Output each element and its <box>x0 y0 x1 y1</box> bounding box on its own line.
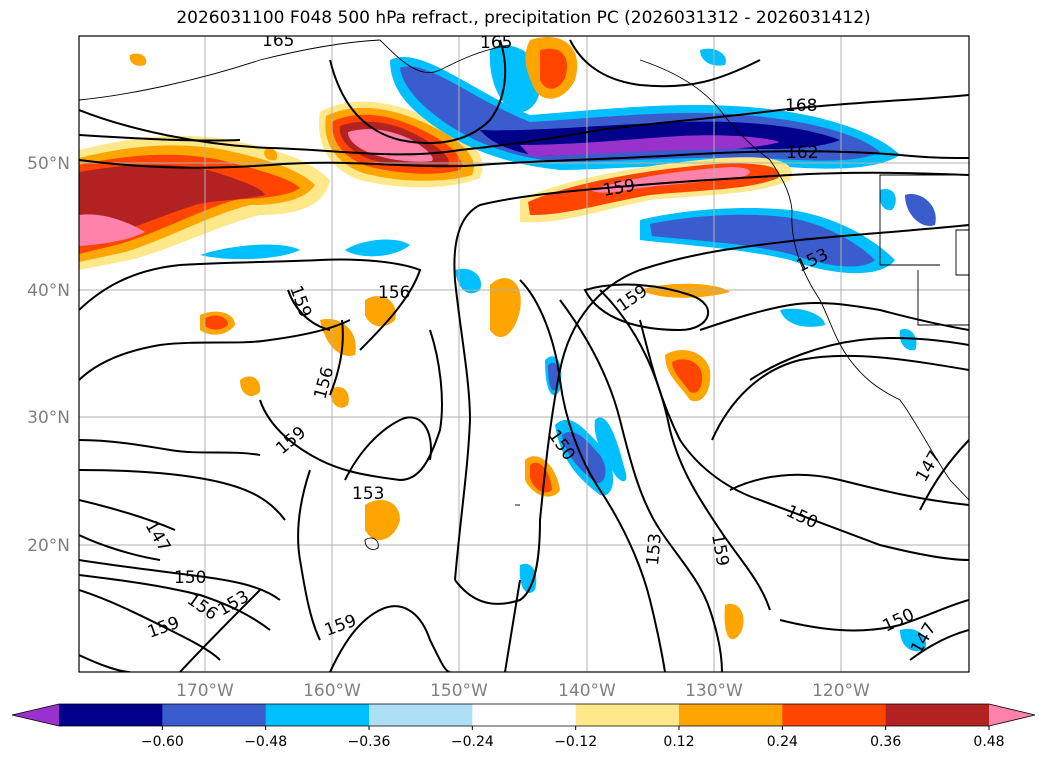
lon-label: 170°W <box>176 681 234 701</box>
colorbar-tick-label: 0.12 <box>663 734 694 750</box>
lat-label: 50°N <box>27 154 70 174</box>
lon-label: 160°W <box>303 681 361 701</box>
colorbar-segment <box>679 704 783 726</box>
contour-label: 153 <box>643 532 666 566</box>
colorbar-segment <box>265 704 370 726</box>
colorbar-extend-high <box>989 704 1035 726</box>
colorbar-tick-label: −0.12 <box>554 734 597 750</box>
colorbar: −0.60 −0.48 −0.36 −0.24 −0.12 0.12 0.24 0.36 0.4… <box>11 703 1036 750</box>
height-contours <box>79 39 969 672</box>
colorbar-segment <box>575 704 680 726</box>
contour-label: 165 <box>480 33 512 53</box>
lat-label: 40°N <box>27 281 70 301</box>
colorbar-outline <box>11 703 1036 727</box>
colorbar-tick-label: −0.48 <box>244 734 287 750</box>
lon-label: 140°W <box>558 681 616 701</box>
colorbar-tick-label: 0.36 <box>870 734 901 750</box>
contour-label: 150 <box>174 568 206 588</box>
colorbar-segment <box>472 704 577 726</box>
contour-label: 165 <box>262 31 294 51</box>
contour-label: 162 <box>786 143 818 163</box>
colorbar-segment <box>369 704 473 726</box>
colorbar-extend-low <box>12 704 59 726</box>
contour-labels: 165 165 168 162 159 153 159 156 159 156 … <box>141 31 946 658</box>
colorbar-segment <box>885 704 990 726</box>
lat-label: 30°N <box>27 408 70 428</box>
coastlines <box>79 39 969 551</box>
longitude-labels: 170°W 160°W 150°W 140°W 130°W 120°W <box>176 681 870 701</box>
contour-label: 168 <box>785 96 817 116</box>
colorbar-tick-label: 0.24 <box>767 734 798 750</box>
colorbar-segment <box>782 704 887 726</box>
contour-label: 156 <box>378 283 410 303</box>
lon-label: 150°W <box>430 681 488 701</box>
colorbar-segment <box>59 704 163 726</box>
map-frame <box>78 35 970 673</box>
lon-label: 120°W <box>812 681 870 701</box>
graticule <box>79 36 969 672</box>
colorbar-segment <box>162 704 267 726</box>
latitude-labels: 50°N 40°N 30°N 20°N <box>27 154 70 556</box>
lat-label: 20°N <box>27 536 70 556</box>
contour-label: 153 <box>352 484 384 504</box>
colorbar-tick-label: −0.36 <box>348 734 391 750</box>
colorbar-tick-label: 0.48 <box>973 734 1004 750</box>
colorbar-tick-label: −0.24 <box>451 734 494 750</box>
lon-label: 130°W <box>685 681 743 701</box>
colorbar-tick-label: −0.60 <box>141 734 184 750</box>
map-title: 2026031100 F048 500 hPa refract., precip… <box>176 8 871 28</box>
